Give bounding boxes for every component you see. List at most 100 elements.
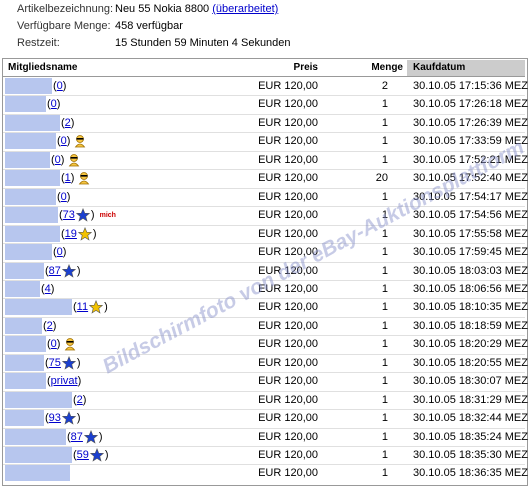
purchase-date: 30.10.05 17:59:45 MEZ bbox=[413, 246, 528, 259]
feedback-score[interactable]: 0 bbox=[60, 190, 67, 203]
star-yellow-icon bbox=[88, 300, 103, 315]
feedback-score[interactable]: 93 bbox=[48, 412, 61, 425]
feedback-score[interactable]: 75 bbox=[48, 356, 61, 369]
price: EUR 120,00 bbox=[258, 246, 318, 259]
star-blue-icon bbox=[89, 448, 104, 462]
row-separator bbox=[3, 187, 525, 189]
price: EUR 120,00 bbox=[258, 135, 318, 148]
redacted-username bbox=[5, 262, 44, 279]
quantity: 1 bbox=[381, 153, 388, 166]
paren: ) bbox=[98, 430, 103, 443]
feedback: (0) bbox=[47, 337, 60, 351]
paren: ( bbox=[53, 246, 57, 259]
purchase-date: 30.10.05 17:52:40 MEZ bbox=[413, 172, 528, 185]
quantity: 1 bbox=[381, 393, 388, 406]
quantity: 1 bbox=[381, 116, 388, 129]
star-blue-icon bbox=[61, 411, 76, 425]
quantity: 1 bbox=[381, 301, 388, 314]
redacted-username bbox=[5, 78, 52, 94]
feedback: (2) bbox=[43, 319, 56, 333]
feedback: (93) bbox=[45, 411, 81, 425]
paren: ) bbox=[76, 264, 81, 277]
star-blue-icon bbox=[61, 263, 76, 278]
feedback: (73) bbox=[59, 208, 95, 222]
feedback-score[interactable]: 11 bbox=[76, 301, 89, 314]
row-separator bbox=[3, 279, 525, 281]
paren: ( bbox=[41, 282, 45, 295]
feedback: (59) bbox=[73, 448, 109, 462]
paren: ( bbox=[47, 98, 51, 111]
quantity: 1 bbox=[381, 282, 388, 295]
feedback-score[interactable]: 87 bbox=[70, 430, 83, 443]
info-link[interactable]: (überarbeitet) bbox=[212, 3, 279, 15]
quantity: 1 bbox=[381, 246, 388, 259]
feedback-score[interactable]: 0 bbox=[56, 80, 63, 92]
redacted-username bbox=[5, 207, 58, 224]
price: EUR 120,00 bbox=[258, 356, 318, 369]
new-icon bbox=[65, 338, 76, 351]
feedback-score[interactable]: 1 bbox=[64, 172, 71, 185]
feedback: (0) bbox=[51, 153, 64, 167]
feedback-score[interactable]: 87 bbox=[48, 264, 61, 277]
feedback-score[interactable]: 0 bbox=[56, 246, 63, 259]
purchase-date: 30.10.05 17:54:56 MEZ bbox=[413, 209, 528, 222]
redacted-username bbox=[5, 391, 72, 408]
feedback: (11) bbox=[73, 300, 108, 314]
feedback-score[interactable]: 0 bbox=[50, 338, 57, 351]
redacted-username bbox=[5, 317, 42, 334]
price: EUR 120,00 bbox=[258, 98, 318, 111]
redacted-username bbox=[5, 244, 52, 261]
feedback: (privat) bbox=[47, 374, 81, 388]
row-separator bbox=[3, 446, 525, 447]
row-separator bbox=[3, 224, 525, 226]
quantity: 1 bbox=[381, 190, 388, 203]
feedback-score[interactable]: 19 bbox=[64, 227, 77, 240]
feedback: (2) bbox=[61, 116, 74, 130]
feedback-score[interactable]: 2 bbox=[46, 319, 53, 332]
feedback-score[interactable]: privat bbox=[50, 375, 78, 388]
paren: ) bbox=[62, 246, 67, 259]
feedback-score[interactable]: 73 bbox=[62, 209, 75, 222]
purchase-date: 30.10.05 17:15:36 MEZ bbox=[413, 80, 528, 92]
paren: ( bbox=[47, 375, 51, 388]
paren: ( bbox=[45, 264, 49, 277]
redacted-username bbox=[5, 151, 50, 168]
redacted-username bbox=[5, 188, 56, 205]
column-header: Mitgliedsname bbox=[8, 62, 78, 73]
feedback-score[interactable]: 2 bbox=[76, 393, 83, 406]
price: EUR 120,00 bbox=[258, 319, 318, 332]
price: EUR 120,00 bbox=[258, 153, 318, 166]
feedback: (0) bbox=[53, 79, 66, 93]
feedback-score[interactable]: 0 bbox=[60, 135, 67, 148]
row-separator bbox=[3, 335, 525, 337]
quantity: 1 bbox=[381, 449, 388, 461]
purchase-date: 30.10.05 18:30:07 MEZ bbox=[413, 375, 528, 388]
row-separator bbox=[3, 169, 525, 171]
redacted-username bbox=[5, 336, 46, 353]
paren: ( bbox=[57, 135, 61, 148]
quantity: 1 bbox=[381, 356, 388, 369]
purchase-date: 30.10.05 17:33:59 MEZ bbox=[413, 135, 528, 148]
purchase-date: 30.10.05 18:35:24 MEZ bbox=[413, 430, 528, 443]
price: EUR 120,00 bbox=[258, 393, 318, 406]
column-header: Preis bbox=[293, 62, 318, 73]
feedback-score[interactable]: 2 bbox=[64, 116, 71, 129]
row-separator bbox=[3, 464, 525, 466]
price: EUR 120,00 bbox=[258, 264, 318, 277]
feedback-score[interactable]: 59 bbox=[76, 449, 89, 461]
row-separator bbox=[3, 353, 525, 355]
info-label: Verfügbare Menge: bbox=[17, 20, 111, 32]
redacted-username bbox=[5, 428, 66, 445]
new-icon bbox=[69, 153, 80, 167]
row-separator bbox=[3, 206, 525, 208]
row-separator bbox=[3, 95, 525, 97]
feedback-score[interactable]: 4 bbox=[44, 282, 51, 295]
feedback-score[interactable]: 0 bbox=[50, 98, 57, 111]
quantity: 1 bbox=[381, 338, 388, 351]
table-frame bbox=[2, 58, 528, 486]
star-blue-icon bbox=[61, 355, 76, 370]
feedback-score[interactable]: 0 bbox=[54, 153, 61, 166]
feedback: (1) bbox=[61, 171, 74, 185]
info-value-text: 15 Stunden 59 Minuten 4 Sekunden bbox=[115, 37, 291, 49]
quantity: 1 bbox=[381, 467, 388, 480]
